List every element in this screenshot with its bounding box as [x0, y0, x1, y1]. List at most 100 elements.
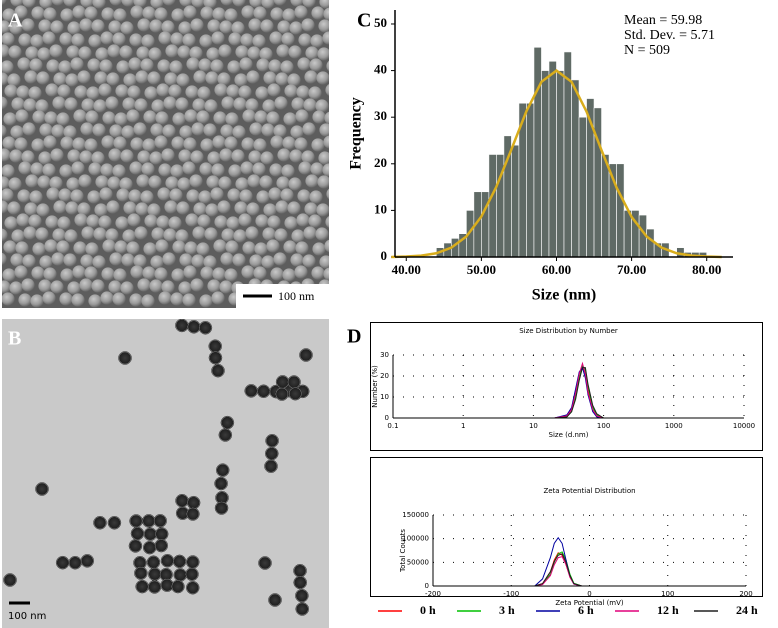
- sem-particle: [129, 33, 143, 47]
- sem-particle: [219, 20, 233, 34]
- sem-particle: [245, 226, 259, 240]
- sem-particle: [133, 254, 147, 268]
- sem-particle: [56, 112, 70, 126]
- legend-label: 12 h: [657, 603, 679, 617]
- sem-particle: [319, 123, 329, 137]
- sem-particle: [238, 85, 252, 99]
- sem-particle: [158, 163, 172, 177]
- sem-particle: [42, 163, 56, 177]
- y-axis-title: Total Counts: [399, 529, 407, 573]
- sem-particle: [316, 71, 329, 85]
- sem-particle: [142, 6, 156, 20]
- sem-particle: [15, 241, 29, 255]
- sem-particle: [232, 253, 246, 267]
- sem-particle: [151, 227, 165, 241]
- sem-particle: [263, 203, 277, 217]
- sem-particle: [192, 98, 206, 112]
- sem-particle: [210, 59, 224, 73]
- sem-particle: [78, 46, 92, 60]
- sem-particle: [32, 242, 46, 256]
- sem-particle: [330, 280, 343, 293]
- sem-particle: [63, 253, 77, 267]
- sem-particle: [254, 110, 268, 124]
- sem-particle: [120, 281, 134, 295]
- sem-particle: [130, 5, 144, 19]
- tem-particle: [287, 375, 301, 389]
- tem-particle: [55, 555, 70, 570]
- sem-particle: [240, 161, 254, 175]
- sem-particle: [94, 203, 108, 217]
- tem-micrograph: [2, 319, 329, 628]
- sem-particle: [121, 253, 135, 267]
- sem-particle: [4, 84, 18, 98]
- sem-particle: [298, 161, 312, 175]
- sem-particle: [120, 149, 134, 163]
- tem-particle: [288, 386, 303, 401]
- histogram-bar: [571, 79, 580, 258]
- sem-particle: [274, 228, 288, 242]
- tem-particle: [107, 516, 122, 530]
- sem-particle: [177, 177, 191, 191]
- tem-particle: [93, 515, 107, 530]
- tem-particle: [220, 415, 235, 430]
- sem-particle: [91, 19, 105, 33]
- sem-particle: [322, 31, 329, 45]
- sem-particle: [290, 253, 304, 267]
- sem-particle: [150, 0, 164, 9]
- sem-particle: [108, 148, 122, 162]
- sem-particle: [79, 150, 93, 164]
- sem-particle: [276, 176, 290, 190]
- sem-particle: [213, 239, 227, 253]
- sem-particle: [130, 265, 144, 279]
- sem-particle: [8, 177, 22, 191]
- sem-particle: [149, 279, 163, 293]
- sem-particle: [140, 58, 154, 72]
- sem-particle: [15, 109, 29, 123]
- sem-particle: [38, 151, 52, 165]
- sem-particle: [280, 60, 294, 74]
- sem-particle: [112, 292, 126, 306]
- sem-particle: [245, 98, 259, 112]
- sem-particle: [72, 5, 86, 19]
- sem-particle: [112, 32, 126, 46]
- sem-particle: [102, 239, 116, 253]
- sem-particle: [301, 150, 315, 164]
- sem-particle: [2, 228, 8, 242]
- sem-particle: [25, 46, 39, 60]
- sem-particle: [270, 135, 284, 149]
- sem-particle: [135, 70, 149, 84]
- sem-particle: [43, 267, 57, 281]
- sem-particle: [234, 73, 248, 87]
- sem-particle: [317, 47, 329, 61]
- sem-particle: [186, 189, 200, 203]
- sem-particle: [191, 122, 205, 136]
- sem-particle: [24, 202, 38, 216]
- sem-particle: [193, 70, 207, 84]
- tem-particle: [173, 568, 188, 582]
- series-line: [464, 536, 707, 587]
- sem-particle: [102, 111, 116, 125]
- sem-particle: [220, 0, 234, 6]
- sem-particle: [269, 163, 283, 177]
- y-tick-label: 100000: [402, 535, 429, 543]
- sem-particle: [171, 8, 185, 22]
- x-tick-label: 100: [597, 422, 610, 430]
- sem-particle: [57, 216, 71, 230]
- sem-particle: [170, 164, 184, 178]
- sem-particle: [107, 44, 121, 58]
- sem-particle: [57, 84, 71, 98]
- sem-particle: [14, 5, 28, 19]
- sem-particle: [133, 122, 147, 136]
- tem-particle: [186, 495, 201, 510]
- sem-particle: [100, 291, 114, 305]
- y-tick-label: 20: [380, 372, 389, 380]
- sem-particle: [66, 45, 80, 59]
- sem-particle: [141, 294, 155, 308]
- sem-particle: [115, 84, 129, 98]
- sem-particle: [225, 240, 239, 254]
- x-tick-label: 70.00: [617, 262, 646, 277]
- sem-particle: [182, 293, 196, 307]
- histogram-bar: [526, 102, 535, 258]
